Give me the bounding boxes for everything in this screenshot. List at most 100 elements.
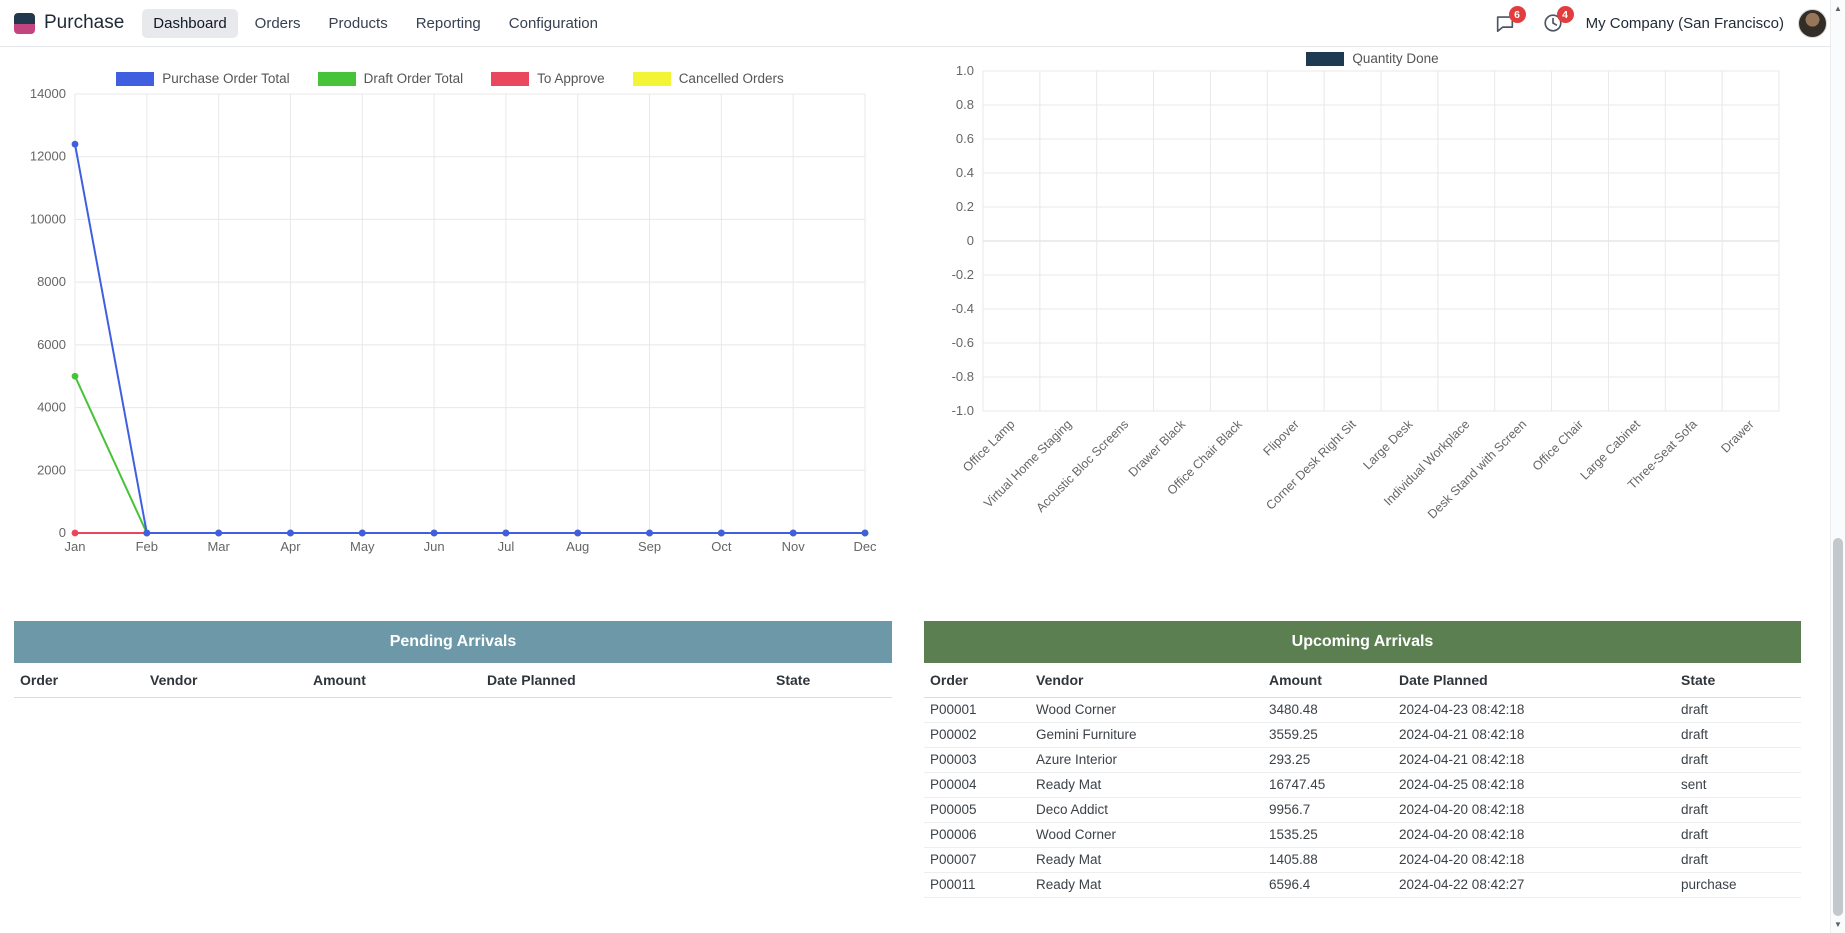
pending-arrivals-title: Pending Arrivals xyxy=(389,633,517,650)
svg-text:Drawer Black: Drawer Black xyxy=(1126,417,1189,480)
table-row[interactable]: P00011 Ready Mat 6596.4 2024-04-22 08:42:27… xyxy=(924,872,1801,898)
col-amount: Amount xyxy=(307,663,481,698)
legend-label: Cancelled Orders xyxy=(678,71,784,86)
pending-arrivals-table: Order Vendor Amount Date Planned State xyxy=(14,663,892,698)
clock-icon xyxy=(1543,14,1562,32)
purchase-app-icon xyxy=(14,12,35,34)
table-row[interactable]: P00007 Ready Mat 1405.88 2024-04-20 08:42:1… xyxy=(924,847,1801,873)
upcoming-header-row: Order Vendor Amount Date Planned State xyxy=(924,663,1801,698)
scroll-up-arrow-icon[interactable]: ▲ xyxy=(1834,4,1842,13)
line-chart-grid xyxy=(74,93,866,534)
menu-configuration[interactable]: Configuration xyxy=(508,14,598,32)
quantity-bar-chart[interactable]: 1.00.80.60.40.20-0.2-0.4-0.6-0.8-1.0Offi… xyxy=(915,47,1830,572)
purchase-orders-chart-container: Purchase Order Total Draft Order Total To … xyxy=(0,47,900,572)
col-vendor: Vendor xyxy=(1030,663,1263,698)
svg-text:Aug: Aug xyxy=(566,539,589,554)
series-draft-order-total xyxy=(71,372,869,537)
table-row[interactable]: P00002 Gemini Furniture 3559.25 2024-04-21 … xyxy=(924,722,1801,748)
legend-swatch xyxy=(116,71,155,86)
menu-dashboard[interactable]: Dashboard xyxy=(142,8,238,38)
upcoming-arrivals-title: Upcoming Arrivals xyxy=(1291,633,1434,650)
svg-text:12000: 12000 xyxy=(30,149,66,164)
svg-text:4000: 4000 xyxy=(37,400,66,415)
pending-arrivals-panel: Pending Arrivals Order Vendor Amount Date P… xyxy=(14,621,892,698)
series-purchase-order-total xyxy=(71,140,869,537)
upcoming-arrivals-table: Order Vendor Amount Date Planned State P0000… xyxy=(924,663,1801,898)
svg-text:0.2: 0.2 xyxy=(956,199,974,214)
svg-text:Apr: Apr xyxy=(280,539,301,554)
messages-badge: 6 xyxy=(1508,6,1526,23)
legend-swatch xyxy=(632,71,671,86)
svg-text:-0.6: -0.6 xyxy=(952,335,974,350)
col-order: Order xyxy=(14,663,144,698)
upcoming-arrivals-title-bar: Upcoming Arrivals xyxy=(924,621,1801,663)
svg-text:Nov: Nov xyxy=(782,539,806,554)
svg-text:Large Desk: Large Desk xyxy=(1360,417,1416,473)
vertical-scrollbar[interactable]: ▲ ▼ xyxy=(1830,0,1845,933)
svg-text:6000: 6000 xyxy=(37,337,66,352)
col-order: Order xyxy=(924,663,1030,698)
top-navbar: Purchase Dashboard Orders Products Reportin… xyxy=(0,0,1845,47)
pending-arrivals-title-bar: Pending Arrivals xyxy=(14,621,892,663)
svg-text:Oct: Oct xyxy=(711,539,732,554)
legend-item[interactable]: Quantity Done xyxy=(1306,51,1439,66)
svg-text:Mar: Mar xyxy=(207,539,230,554)
svg-text:Feb: Feb xyxy=(136,539,158,554)
col-vendor: Vendor xyxy=(144,663,307,698)
app-title: Purchase xyxy=(44,12,125,33)
menu-reporting[interactable]: Reporting xyxy=(415,14,481,32)
svg-text:1.0: 1.0 xyxy=(956,63,974,78)
svg-text:Office Lamp: Office Lamp xyxy=(960,417,1017,474)
legend-item[interactable]: Cancelled Orders xyxy=(632,71,784,86)
svg-text:Jun: Jun xyxy=(424,539,445,554)
table-row[interactable]: P00004 Ready Mat 16747.45 2024-04-25 08:42:… xyxy=(924,772,1801,798)
svg-text:Drawer: Drawer xyxy=(1718,417,1756,455)
activities-badge: 4 xyxy=(1556,6,1574,23)
legend-item[interactable]: To Approve xyxy=(491,71,605,86)
menu-products[interactable]: Products xyxy=(328,14,388,32)
svg-text:0: 0 xyxy=(967,233,974,248)
table-row[interactable]: P00006 Wood Corner 1535.25 2024-04-20 08:42… xyxy=(924,822,1801,848)
svg-text:Dec: Dec xyxy=(853,539,877,554)
legend-item[interactable]: Draft Order Total xyxy=(317,71,464,86)
app-menu: Dashboard Orders Products Reporting Configur… xyxy=(142,8,609,38)
company-switcher[interactable]: My Company (San Francisco) xyxy=(1585,14,1784,32)
legend-swatch xyxy=(491,71,530,86)
svg-text:Acoustic Bloc Screens: Acoustic Bloc Screens xyxy=(1033,417,1131,515)
table-row[interactable]: P00001 Wood Corner 3480.48 2024-04-23 08:42… xyxy=(924,697,1801,723)
svg-text:-0.4: -0.4 xyxy=(952,301,974,316)
systray: 6 4 xyxy=(1494,6,1574,34)
scroll-down-arrow-icon[interactable]: ▼ xyxy=(1834,920,1842,929)
purchase-line-chart[interactable]: 0 2000 4000 6000 8000 10000 12000 14000 Jan Feb Ma… xyxy=(0,47,900,572)
col-date-planned: Date Planned xyxy=(1393,663,1675,698)
table-row[interactable]: P00005 Deco Addict 9956.7 2024-04-20 08:42:… xyxy=(924,797,1801,823)
legend-item[interactable]: Purchase Order Total xyxy=(116,71,290,86)
app-brand[interactable]: Purchase xyxy=(14,12,124,34)
svg-text:-0.8: -0.8 xyxy=(952,369,974,384)
col-date-planned: Date Planned xyxy=(481,663,770,698)
svg-text:Jul: Jul xyxy=(498,539,515,554)
bar-chart-grid xyxy=(982,70,1780,412)
user-avatar[interactable] xyxy=(1798,8,1827,38)
upcoming-table-body: P00001 Wood Corner 3480.48 2024-04-23 08:42… xyxy=(924,697,1801,898)
messages-button[interactable]: 6 xyxy=(1494,6,1526,34)
svg-text:14000: 14000 xyxy=(30,86,66,101)
menu-orders[interactable]: Orders xyxy=(254,14,301,32)
svg-text:2000: 2000 xyxy=(37,462,66,477)
legend-label: Quantity Done xyxy=(1352,51,1439,66)
upcoming-arrivals-panel: Upcoming Arrivals Order Vendor Amount Date … xyxy=(924,621,1801,898)
activities-button[interactable]: 4 xyxy=(1542,6,1574,34)
legend-swatch xyxy=(1306,51,1345,66)
svg-text:Jan: Jan xyxy=(65,539,86,554)
scrollbar-thumb[interactable] xyxy=(1833,538,1843,916)
col-state: State xyxy=(1675,663,1801,698)
svg-text:May: May xyxy=(350,539,375,554)
line-chart-legend: Purchase Order Total Draft Order Total To … xyxy=(0,71,900,86)
svg-text:-1.0: -1.0 xyxy=(952,403,974,418)
table-row[interactable]: P00003 Azure Interior 293.25 2024-04-21 08:… xyxy=(924,747,1801,773)
legend-label: Draft Order Total xyxy=(363,71,464,86)
legend-label: Purchase Order Total xyxy=(162,71,290,86)
bar-chart-legend: Quantity Done xyxy=(915,51,1830,66)
col-state: State xyxy=(770,663,892,698)
col-amount: Amount xyxy=(1263,663,1393,698)
